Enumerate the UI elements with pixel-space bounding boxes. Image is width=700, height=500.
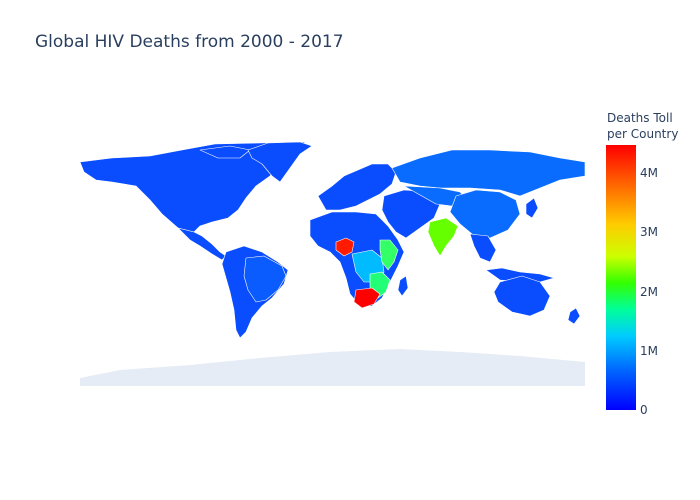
north-america[interactable] — [79, 141, 306, 233]
new-zealand[interactable] — [567, 307, 581, 325]
antarctica[interactable] — [80, 349, 585, 386]
chart-title: Global HIV Deaths from 2000 - 2017 — [35, 32, 344, 52]
south-africa[interactable] — [353, 287, 381, 309]
brazil[interactable] — [243, 255, 287, 303]
europe[interactable] — [317, 163, 397, 211]
china[interactable] — [449, 189, 521, 239]
east-africa[interactable] — [379, 239, 399, 271]
india[interactable] — [427, 217, 459, 257]
madagascar[interactable] — [397, 275, 409, 297]
greenland[interactable] — [247, 141, 313, 183]
australia[interactable] — [493, 275, 551, 317]
colorbar-tick-0: 0 — [640, 403, 648, 417]
nigeria[interactable] — [335, 237, 355, 257]
colorbar-title-line1: Deaths Toll — [607, 111, 673, 125]
colorbar-tick-3m: 3M — [640, 225, 658, 239]
colorbar-title: Deaths Toll per Country — [607, 110, 699, 142]
colorbar-tick-1m: 1M — [640, 344, 658, 358]
central-america[interactable] — [177, 227, 227, 261]
colorbar-tick-4m: 4M — [640, 166, 658, 180]
canadian-archipelago[interactable] — [199, 145, 251, 159]
colorbar-title-line2: per Country — [607, 127, 679, 141]
colorbar-tick-2m: 2M — [640, 285, 658, 299]
japan[interactable] — [525, 197, 539, 219]
southeast-asia[interactable] — [469, 233, 497, 263]
colorbar — [606, 145, 636, 410]
